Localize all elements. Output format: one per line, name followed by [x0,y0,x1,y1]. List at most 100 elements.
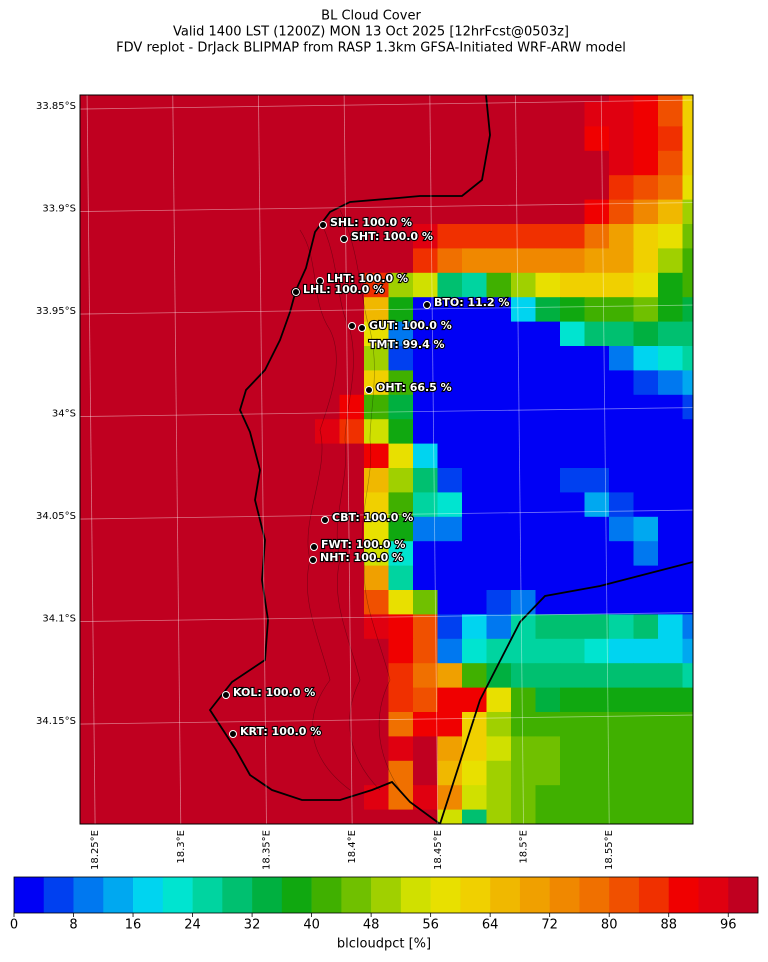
title-line: FDV replot - DrJack BLIPMAP from RASP 1.… [116,41,626,56]
grid-cell [560,224,585,249]
grid-cell [192,272,218,298]
grid-cell [511,590,536,615]
grid-cell [241,199,267,225]
grid-cell [94,126,120,152]
grid-cell [609,95,634,103]
grid-cell [609,687,634,713]
grid-cell [143,175,169,200]
grid-cell [119,199,144,225]
station-label: KRT: 100.0 % [240,725,321,738]
grid-cell [339,126,365,152]
grid-cell [168,468,193,493]
grid-cell [413,785,438,810]
grid-cell [560,712,585,737]
grid-cell [266,95,291,103]
grid-cell [290,736,316,762]
grid-cell [364,809,389,824]
grid-cell [584,126,610,152]
station-dot [310,543,318,551]
grid-cell [364,199,389,225]
grid-cell [511,663,536,688]
grid-cell [609,248,634,274]
grid-cell [511,443,536,469]
grid-cell [168,346,193,371]
grid-cell [217,321,242,347]
grid-cell [143,565,169,591]
grid-cell [168,760,193,786]
grid-cell [437,297,463,322]
colorbar-segment [43,877,74,913]
grid-cell [315,102,340,127]
grid-cell [290,102,316,127]
grid-cell [609,516,634,542]
grid-cell [80,760,95,786]
grid-cell [266,248,291,274]
grid-cell [682,199,693,225]
grid-cell [388,663,414,688]
lon-grid-line [515,95,524,824]
station-dot [358,324,366,332]
grid-cell [486,663,512,688]
grid-cell [168,102,193,127]
grid-cell [315,126,340,152]
grid-cell [143,321,169,347]
grid-cell [364,541,389,566]
grid-cell [633,663,659,688]
grid-cell [80,370,95,396]
grid-cell [290,126,316,152]
grid-cell [241,492,267,518]
grid-cell [535,687,561,713]
grid-cell [241,321,267,347]
grid-cell [119,272,144,298]
grid-cell [290,590,316,615]
grid-cell [290,712,316,737]
grid-cell [437,199,463,225]
grid-cell [192,614,218,640]
lon-grid-line [86,95,96,824]
colorbar-segment [668,877,699,913]
grid-cell [192,516,218,542]
grid-cell [290,419,316,444]
grid-cell [682,492,693,518]
grid-cell [315,175,340,200]
grid-cell [413,248,438,274]
grid-cell [413,638,438,664]
grid-cell [315,760,340,786]
grid-cell [437,272,463,298]
grid-cell [633,321,659,347]
grid-cell [609,590,634,615]
grid-cell [682,272,693,298]
grid-cell [94,175,120,200]
grid-cell [609,126,634,152]
grid-cell [315,346,340,371]
grid-cell [609,321,634,347]
grid-cell [413,199,438,225]
grid-cell [462,760,487,786]
grid-cell [658,614,683,640]
grid-cell [462,272,487,298]
colorbar-tick-label: 80 [601,918,618,933]
grid-cell [388,199,414,225]
grid-cell [192,419,218,444]
grid-cell [339,809,365,824]
grid-cell [364,175,389,200]
grid-cell [535,150,561,176]
grid-cell [413,614,438,640]
grid-cell [290,614,316,640]
grid-cell [339,248,365,274]
station-dot [365,386,373,394]
grid-cell [682,516,693,542]
grid-cell [266,541,291,566]
grid-cell [584,394,610,420]
grid-cell [94,95,120,103]
grid-cell [633,614,659,640]
colorbar-segment [638,877,670,913]
colorbar-segment [728,877,759,913]
title-line: Valid 1400 LST (1200Z) MON 13 Oct 2025 [… [173,25,569,40]
grid-cell [486,492,512,518]
grid-cell [560,590,585,615]
grid-cell [413,492,438,518]
grid-cell [217,199,242,225]
grid-cell [168,199,193,225]
lat-tick-label: 33.95°S [36,306,76,317]
